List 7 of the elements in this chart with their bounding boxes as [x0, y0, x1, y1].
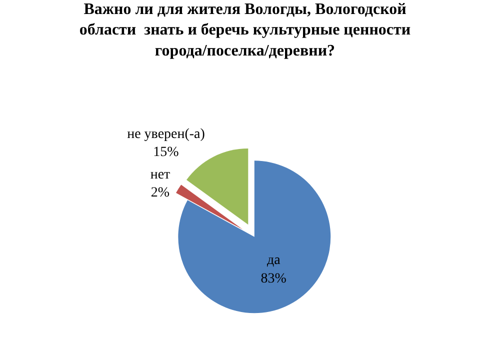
data-label: 83%	[260, 271, 287, 286]
slice-label: не уверен(-а)	[127, 126, 206, 142]
data-label: 15%	[153, 145, 180, 160]
data-label: 2%	[150, 186, 170, 201]
chart-title: Важно ли для жителя Вологды, Вологодской области знать и беречь культурные ценности города/поселка/деревни?	[79, 0, 411, 60]
slice-label: да	[266, 253, 282, 268]
slice-label: нет	[150, 167, 170, 182]
